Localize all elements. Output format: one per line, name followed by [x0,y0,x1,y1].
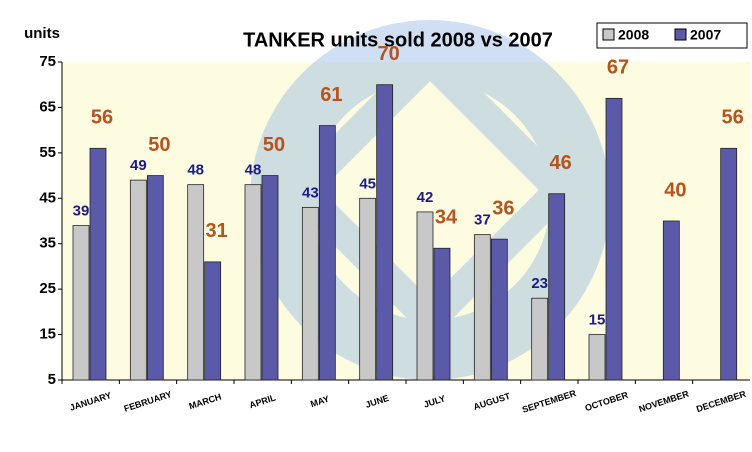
bar [376,84,394,381]
value-label: 39 [73,203,90,220]
x-tick-label: OCTOBER [584,390,630,414]
x-tick-label: SEPTEMBER [521,388,578,415]
value-label: 48 [187,162,204,179]
bar [204,261,222,381]
x-tick-label: FEBRUARY [123,389,173,414]
value-label: 56 [722,107,744,129]
bar [605,97,623,381]
bar [588,334,606,381]
x-tick-label: NOVEMBER [638,388,691,414]
legend-swatch [674,28,687,41]
bar [301,206,319,381]
value-label: 34 [435,207,458,229]
y-tick-label: 5 [48,371,56,388]
bar [416,211,434,381]
x-tick-label: AUGUST [472,391,512,412]
bar [662,220,680,381]
value-label: 37 [474,212,491,229]
bar [261,175,279,381]
bar [720,147,738,381]
value-label: 56 [91,107,113,129]
legend-label: 2008 [618,27,649,43]
bar [72,225,90,381]
value-label: 48 [245,162,262,179]
x-tick-label: MARCH [188,391,223,411]
bar [531,297,549,381]
legend-swatch [602,28,615,41]
bar [146,175,164,381]
bar [473,234,491,381]
value-label: 49 [130,157,147,174]
plot-background [62,62,750,380]
bar [244,184,262,381]
value-label: 42 [417,189,434,206]
bar [548,193,566,381]
chart-title: TANKER units sold 2008 vs 2007 [243,29,553,51]
x-tick-label: JULY [422,393,446,409]
bar [129,179,147,381]
value-label: 23 [531,275,548,292]
y-tick-label: 45 [39,189,56,206]
x-tick-label: JUNE [364,393,390,410]
y-tick-label: 55 [39,144,56,161]
bar [187,184,205,381]
x-tick-label: DECEMBER [695,389,748,415]
bar [433,247,451,381]
value-label: 15 [589,312,606,329]
value-label: 40 [664,179,686,201]
value-label: 70 [378,43,400,65]
legend-label: 2007 [690,27,721,43]
value-label: 36 [492,197,514,219]
value-label: 46 [550,152,572,174]
value-label: 50 [148,134,170,156]
y-tick-label: 25 [39,280,56,297]
y-tick-label: 15 [39,326,56,343]
bar [359,197,377,381]
value-label: 43 [302,184,319,201]
value-label: 50 [263,134,285,156]
bar [89,147,107,381]
legend [596,22,748,49]
bar [490,238,508,381]
value-label: 67 [607,57,629,79]
y-tick-label: 75 [39,53,56,70]
y-tick-label: 65 [39,98,56,115]
y-axis-label: units [24,25,60,42]
bar [318,125,336,381]
x-tick-label: JANUARY [68,390,112,413]
x-tick-label: APRIL [248,392,277,410]
value-label: 31 [206,220,228,242]
y-tick-label: 35 [39,235,56,252]
value-label: 45 [359,175,376,192]
value-label: 61 [320,84,342,106]
x-tick-label: MAY [309,394,330,409]
